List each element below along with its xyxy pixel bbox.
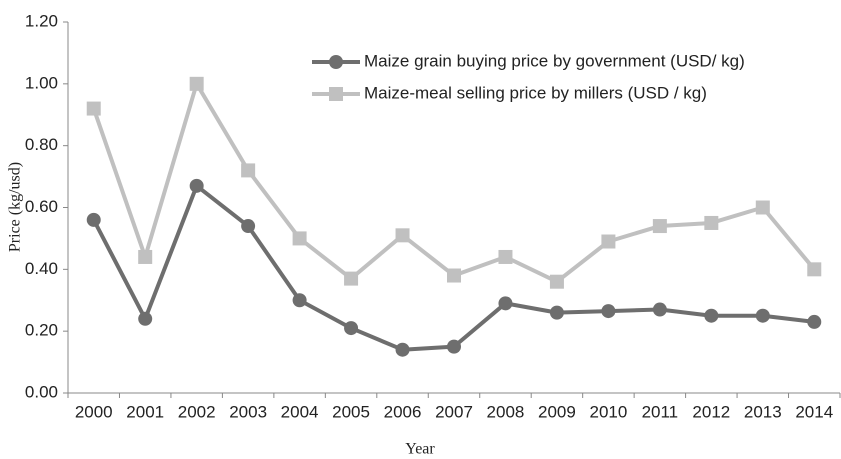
marker	[138, 249, 153, 264]
y-tick-label: 0.60	[25, 197, 58, 216]
x-tick-label: 2004	[281, 402, 319, 421]
marker	[86, 101, 101, 116]
x-tick-label: 2011	[642, 402, 679, 421]
marker	[498, 249, 513, 264]
marker	[344, 271, 359, 286]
marker	[652, 302, 667, 317]
marker	[241, 163, 256, 178]
marker	[189, 76, 204, 91]
x-tick-label: 2013	[744, 402, 782, 421]
marker	[292, 293, 307, 308]
marker	[755, 308, 770, 323]
y-tick-label: 0.00	[25, 382, 58, 401]
y-tick-label: 0.40	[25, 259, 58, 278]
series-line	[91, 183, 815, 352]
marker	[498, 296, 513, 311]
x-tick-label: 2014	[795, 402, 833, 421]
marker	[329, 87, 343, 101]
x-tick-label: 2005	[332, 402, 370, 421]
x-tick-label: 2006	[384, 402, 422, 421]
marker	[344, 321, 359, 336]
y-tick-label: 0.20	[25, 321, 58, 340]
marker	[601, 304, 616, 319]
marker	[755, 200, 770, 215]
marker	[395, 228, 410, 243]
marker	[138, 311, 153, 326]
marker	[652, 219, 667, 234]
marker	[292, 231, 307, 246]
marker	[704, 308, 719, 323]
marker	[189, 178, 204, 193]
marker	[395, 342, 410, 357]
x-tick-label: 2009	[538, 402, 576, 421]
y-axis-label: Price (kg/usd)	[7, 162, 24, 252]
legend-label: Maize-meal selling price by millers (USD…	[364, 83, 707, 102]
y-tick-label: 1.20	[25, 11, 58, 30]
marker	[807, 262, 822, 277]
x-axis-label: Year	[405, 441, 435, 458]
y-tick-label: 0.80	[25, 135, 58, 154]
x-tick-label: 2008	[487, 402, 525, 421]
x-tick-label: 2001	[126, 402, 164, 421]
x-tick-label: 2007	[435, 402, 473, 421]
legend-label: Maize grain buying price by government (…	[364, 51, 745, 70]
marker	[807, 314, 822, 329]
marker	[704, 215, 719, 230]
x-tick-label: 2000	[75, 402, 113, 421]
x-tick-label: 2012	[692, 402, 730, 421]
marker	[601, 234, 616, 249]
marker	[549, 305, 564, 320]
marker	[241, 219, 256, 234]
marker	[329, 55, 343, 69]
marker	[447, 268, 461, 283]
marker	[549, 274, 564, 289]
marker	[86, 212, 101, 227]
x-tick-label: 2010	[589, 402, 627, 421]
y-tick-label: 1.00	[25, 73, 58, 92]
marker	[447, 339, 461, 354]
x-tick-label: 2003	[229, 402, 267, 421]
x-tick-label: 2002	[178, 402, 216, 421]
